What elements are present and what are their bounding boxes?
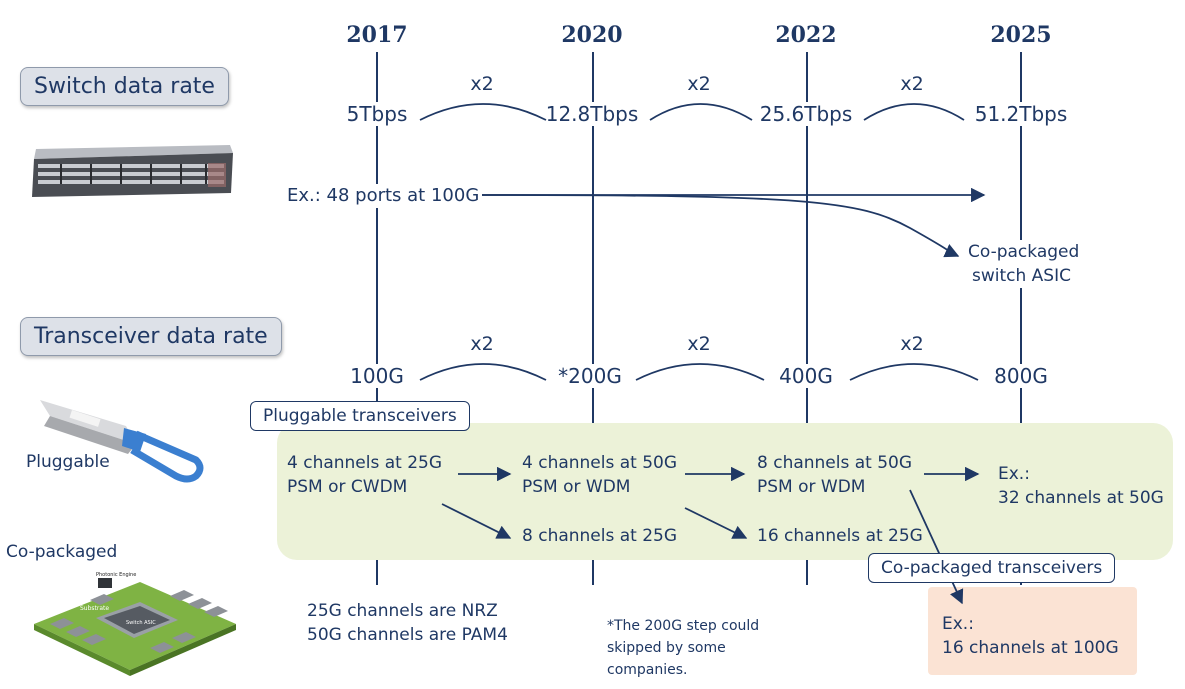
copackaged-line2: 16 channels at 100G (942, 638, 1119, 658)
network-switch-image (30, 143, 233, 197)
transceiver-rate-2025: 800G (961, 364, 1081, 388)
timeline-2020 (592, 52, 594, 585)
note-skip-line1: *The 200G step could (607, 618, 760, 634)
pluggable-c4-line1: Ex.: (998, 464, 1030, 484)
switch-data-rate-label: Switch data rate (20, 67, 229, 106)
pluggable-transceivers-tag: Pluggable transceivers (250, 401, 470, 431)
year-2020: 2020 (561, 22, 623, 48)
chip-substrate-text: Substrate (80, 605, 109, 612)
copackaged-switch-asic-line2: switch ASIC (972, 264, 1071, 288)
transceiver-rate-2020: *200G (530, 364, 650, 388)
transceiver-rate-2022: 400G (746, 364, 866, 388)
pluggable-transceiver-image (36, 388, 206, 488)
transceiver-rate-2017: 100G (317, 364, 437, 388)
switch-multiplier-3: x2 (900, 73, 924, 95)
transceiver-multiplier-1: x2 (470, 333, 494, 355)
switch-rate-2022: 25.6Tbps (746, 102, 866, 126)
pluggable-c3-line2: PSM or WDM (757, 477, 866, 497)
year-2025: 2025 (990, 22, 1052, 48)
transceiver-data-rate-label: Transceiver data rate (20, 317, 282, 356)
year-2022: 2022 (775, 22, 837, 48)
pluggable-c1-line2: PSM or CWDM (287, 477, 408, 497)
timeline-2017 (376, 52, 378, 585)
copackaged-label: Co-packaged (6, 542, 118, 562)
copackaged-chip-image: Photonic Engine Substrate Switch ASIC (30, 566, 240, 678)
pluggable-c1-line1: 4 channels at 25G (287, 453, 443, 473)
pluggable-c2-line2: PSM or WDM (522, 477, 631, 497)
pluggable-b2: 16 channels at 25G (757, 526, 923, 546)
chip-photonic-text: Photonic Engine (96, 572, 136, 578)
pluggable-c3-line1: 8 channels at 50G (757, 453, 913, 473)
pluggable-b1: 8 channels at 25G (522, 526, 678, 546)
transceiver-multiplier-2: x2 (687, 333, 711, 355)
chip-asic-text: Switch ASIC (126, 620, 156, 626)
pluggable-c2-line1: 4 channels at 50G (522, 453, 678, 473)
timeline-2025 (1020, 52, 1022, 585)
note-skip-line2: skipped by some (607, 640, 726, 656)
copackaged-line1: Ex.: (942, 614, 974, 634)
switch-rate-2017: 5Tbps (317, 102, 437, 126)
note-pam4: 50G channels are PAM4 (307, 625, 508, 645)
switch-rate-2020: 12.8Tbps (532, 102, 652, 126)
copackaged-transceivers-tag: Co-packaged transceivers (868, 553, 1116, 583)
note-skip-line3: companies. (607, 662, 688, 678)
switch-rate-2025: 51.2Tbps (961, 102, 1081, 126)
year-2017: 2017 (346, 22, 408, 48)
note-nrz: 25G channels are NRZ (307, 601, 498, 621)
pluggable-label: Pluggable (26, 452, 110, 472)
transceiver-multiplier-3: x2 (900, 333, 924, 355)
switch-multiplier-2: x2 (687, 73, 711, 95)
copackaged-switch-asic-line1: Co-packaged (968, 240, 1080, 264)
pluggable-panel (277, 423, 1173, 560)
switch-example: Ex.: 48 ports at 100G (287, 184, 480, 208)
pluggable-c4-line2: 32 channels at 50G (998, 488, 1164, 508)
timeline-2022 (806, 52, 808, 585)
switch-multiplier-1: x2 (470, 73, 494, 95)
